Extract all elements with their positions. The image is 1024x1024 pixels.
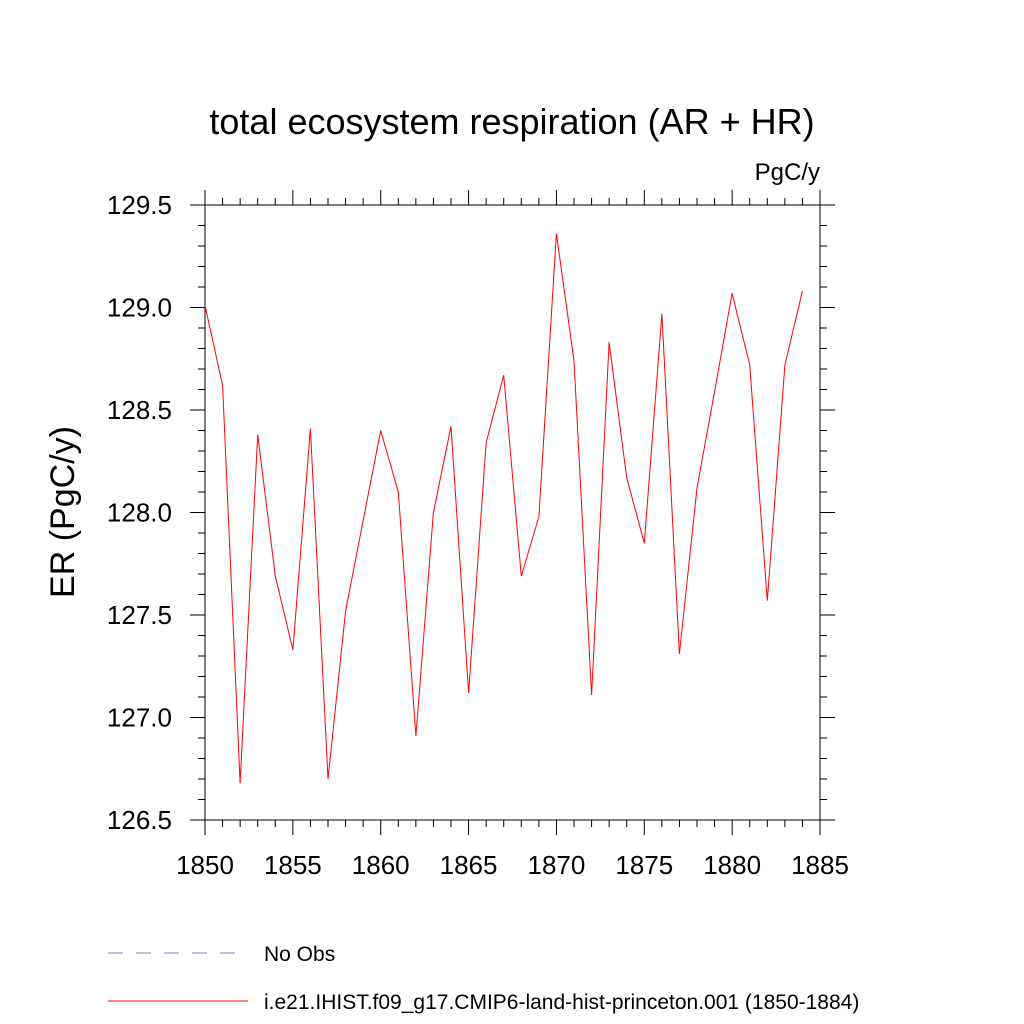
units-label: PgC/y <box>755 159 820 186</box>
x-tick-label: 1870 <box>528 850 586 880</box>
series-layer <box>204 233 803 784</box>
plot-frame <box>204 204 821 821</box>
legend-label: No Obs <box>264 943 335 966</box>
x-tick-label: 1865 <box>440 850 498 880</box>
series-line <box>204 233 803 784</box>
y-tick-label: 126.5 <box>107 805 172 835</box>
plot-area: 1850 1855 1860 1865 1870 1875 1880 1885 126.5 127… <box>107 190 849 880</box>
y-tick-label: 127.5 <box>107 600 172 630</box>
y-tick-label: 129.0 <box>107 293 172 323</box>
y-tick-label: 129.5 <box>107 190 172 220</box>
chart-title: total ecosystem respiration (AR + HR) <box>209 101 814 142</box>
x-tick-label: 1855 <box>264 850 322 880</box>
y-axis-label: ER (PgC/y) <box>44 426 82 598</box>
x-tick-label: 1875 <box>615 850 673 880</box>
legend-label: i.e21.IHIST.f09_g17.CMIP6-land-hist-prin… <box>264 991 859 1014</box>
x-tick-label: 1880 <box>703 850 761 880</box>
legend: No Obs i.e21.IHIST.f09_g17.CMIP6-land-his… <box>108 943 859 1014</box>
y-tick-label: 128.0 <box>107 498 172 528</box>
x-tick-label: 1885 <box>791 850 849 880</box>
y-tick-label: 128.5 <box>107 395 172 425</box>
y-tick-label: 127.0 <box>107 703 172 733</box>
x-tick-label: 1850 <box>176 850 234 880</box>
x-tick-label: 1860 <box>352 850 410 880</box>
